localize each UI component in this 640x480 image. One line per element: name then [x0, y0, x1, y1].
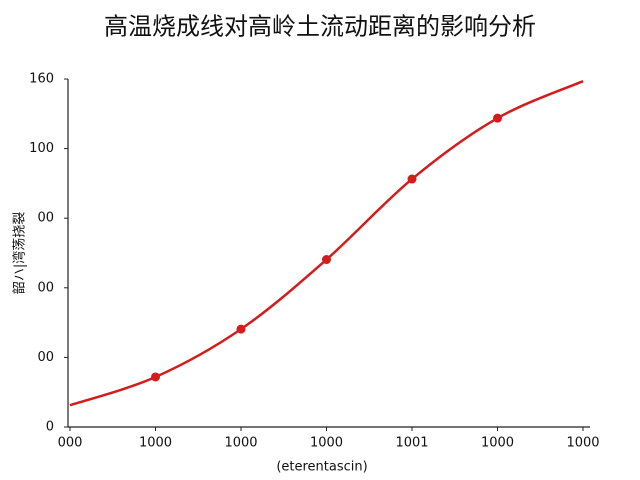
x-tick-label: 1000 — [139, 436, 172, 451]
y-tick-label: 00 — [37, 350, 54, 365]
x-tick-label: 1000 — [310, 436, 343, 451]
marker — [493, 113, 502, 123]
marker — [407, 174, 417, 184]
x-tick-label: 1000 — [566, 436, 599, 451]
y-tick-label: 00 — [37, 280, 54, 295]
x-tick-label: 1000 — [481, 436, 514, 451]
y-axis-label: 韶ハ|湾荡挠裂 — [12, 212, 28, 294]
marker — [151, 372, 160, 382]
y-tick-label: 100 — [29, 141, 54, 156]
line — [69, 80, 584, 407]
x-axis-label: (eterentascin) — [276, 460, 367, 475]
y-tick-label: 160 — [29, 72, 54, 87]
x-tick-label: 000 — [58, 436, 83, 451]
marker — [236, 324, 246, 334]
y-tick-label: 0 — [46, 420, 54, 435]
x-tick-label: 1000 — [224, 436, 257, 451]
x-tick-label: 1001 — [395, 436, 428, 451]
y-tick-label: 00 — [37, 211, 54, 226]
chart-title: 高温烧成线对高岭土流动距离的影响分析 — [104, 13, 536, 41]
marker — [322, 255, 331, 265]
